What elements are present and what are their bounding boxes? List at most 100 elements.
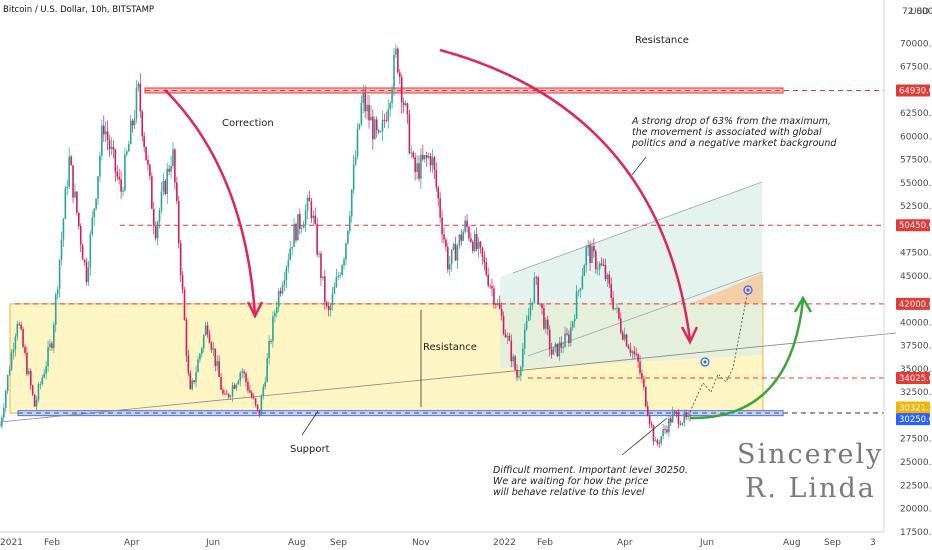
candle-body	[541, 303, 543, 309]
y-tick-label: 70000.00	[900, 39, 932, 49]
candle-body	[318, 253, 320, 255]
candle-body	[3, 407, 5, 418]
candle-body	[320, 253, 322, 279]
candle-body	[291, 246, 293, 249]
candle-body	[33, 394, 36, 407]
price-tag-label: 50450.00	[899, 221, 932, 231]
candle-body	[199, 353, 201, 360]
candle-body	[16, 323, 19, 337]
x-tick-label: 2021	[0, 538, 23, 548]
candle-body	[375, 119, 378, 131]
candle-body	[37, 384, 40, 400]
candle-body	[299, 214, 301, 229]
candle-body	[427, 155, 430, 158]
candle-body	[406, 103, 409, 115]
candle-body	[689, 415, 691, 417]
candle-body	[593, 246, 595, 252]
candle-body	[324, 276, 326, 303]
level-lines	[15, 89, 884, 414]
candle-body	[404, 103, 407, 106]
x-tick-label: Apr	[617, 538, 633, 548]
candle-body	[335, 277, 338, 288]
candle-body	[550, 349, 553, 355]
candle-body	[12, 349, 15, 353]
candle-body	[6, 375, 9, 391]
candle-body	[627, 346, 630, 349]
candle-body	[266, 358, 268, 382]
candle-body	[14, 336, 17, 350]
x-tick-label: Sep	[330, 538, 347, 548]
candle-body	[379, 131, 382, 133]
candle-body	[300, 227, 303, 229]
candle-body	[54, 294, 57, 325]
candle-body	[598, 263, 601, 269]
candle-body	[58, 259, 61, 290]
candle-body	[397, 48, 399, 73]
candle-body	[0, 425, 1, 427]
candle-body	[431, 157, 434, 166]
candle-body	[241, 371, 243, 373]
candle-body	[552, 347, 555, 355]
price-tag-1	[896, 219, 930, 232]
target-marker-1[interactable]	[700, 357, 710, 367]
candle-body	[546, 319, 549, 330]
y-tick-label: 45000.00	[900, 272, 932, 282]
candle-body	[79, 225, 82, 245]
candle-body	[460, 234, 463, 241]
candle-body	[118, 176, 120, 180]
candle-body	[537, 277, 539, 304]
candle-body	[260, 395, 263, 415]
candle-body	[573, 318, 576, 322]
candle-body	[183, 289, 186, 320]
candle-body	[660, 436, 662, 444]
candle-body	[654, 440, 657, 442]
candle-body	[312, 215, 315, 219]
candle-body	[239, 372, 242, 382]
y-tick-label: 22500.00	[900, 481, 932, 491]
candle-body	[106, 131, 109, 141]
candle-body	[423, 155, 426, 160]
x-tick-label: Aug	[288, 538, 306, 548]
long-trendline	[0, 332, 897, 423]
candle-body	[683, 413, 686, 423]
candle-body	[675, 411, 678, 414]
candle-body	[533, 277, 536, 303]
difficult-note-line-1: Difficult moment. Important level 30250.	[493, 465, 688, 476]
candle-body	[535, 277, 538, 279]
candle-body	[395, 48, 397, 55]
y-tick-label: 40000.00	[900, 318, 932, 328]
currency-label: USD	[910, 7, 929, 17]
support-pointer	[301, 410, 319, 436]
candle-body	[364, 93, 366, 112]
correction-arrowhead	[246, 301, 264, 319]
candle-body	[120, 179, 122, 192]
y-tick-label: 17500.00	[900, 528, 932, 538]
candle-body	[78, 212, 80, 226]
candle-body	[618, 307, 620, 319]
candle-body	[24, 346, 26, 353]
candle-body	[596, 268, 599, 270]
candle-body	[637, 354, 639, 362]
candle-body	[43, 373, 46, 378]
candle-body	[500, 308, 503, 316]
y-tick-label: 57500.00	[900, 156, 932, 166]
candle-body	[97, 176, 99, 199]
candle-body	[47, 347, 49, 367]
candle-body	[466, 220, 468, 227]
candle-body	[393, 54, 395, 90]
candle-body	[95, 198, 97, 209]
candle-body	[560, 342, 563, 348]
candle-body	[656, 440, 659, 444]
candle-body	[512, 356, 514, 362]
candle-body	[577, 290, 580, 292]
target-marker-2[interactable]	[743, 285, 753, 295]
candle-body	[85, 261, 88, 283]
candle-body	[677, 413, 680, 425]
candle-body	[608, 274, 611, 284]
candle-body	[222, 389, 224, 394]
candle-body	[568, 334, 570, 344]
candle-body	[616, 307, 618, 309]
resistance-top-label: Resistance	[635, 35, 689, 46]
candle-body	[133, 118, 136, 126]
